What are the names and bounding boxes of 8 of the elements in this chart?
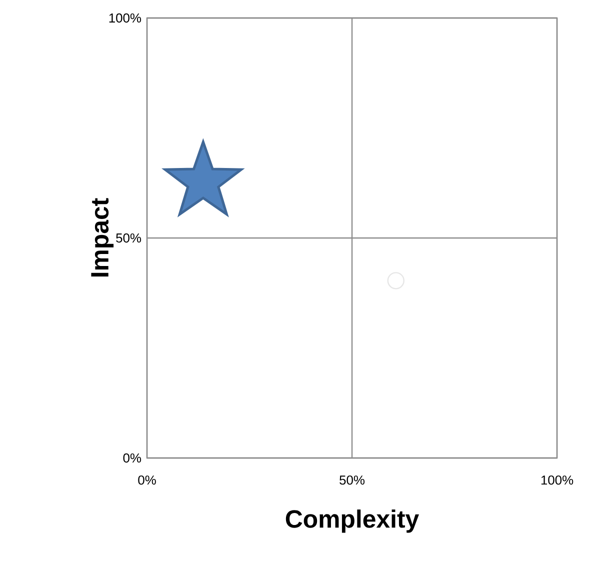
x-tick-label: 50% <box>340 476 365 485</box>
y-tick-label: 100% <box>109 13 142 23</box>
x-tick-label: 0% <box>138 476 156 485</box>
x-tick-label: 100% <box>541 476 574 485</box>
y-tick-label: 0% <box>123 453 142 463</box>
x-axis-title: Complexity <box>286 510 419 533</box>
y-axis-title: Impact <box>91 198 114 276</box>
y-tick-label: 50% <box>116 233 142 243</box>
